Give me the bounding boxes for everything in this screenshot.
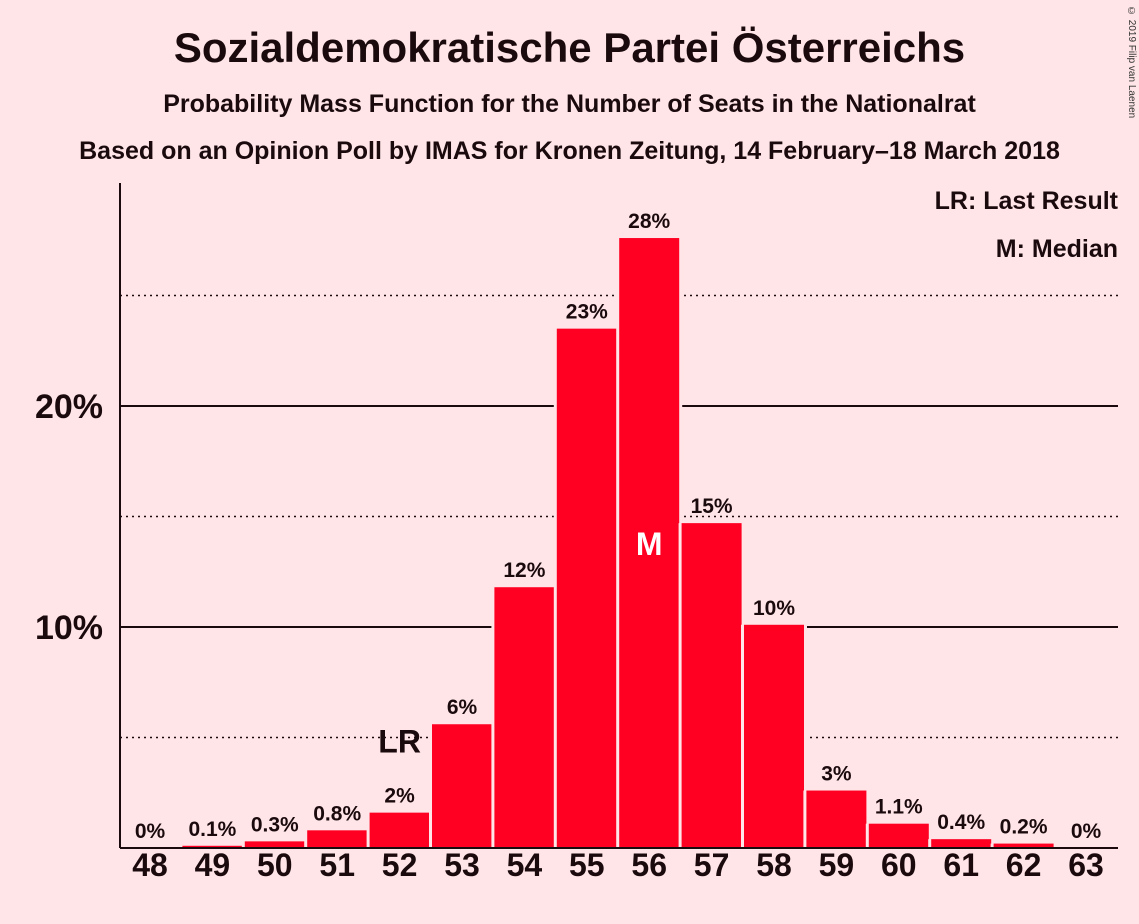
x-tick-52: 52 <box>382 847 418 883</box>
x-tick-49: 49 <box>195 847 231 883</box>
x-tick-57: 57 <box>694 847 730 883</box>
x-tick-56: 56 <box>631 847 667 883</box>
bars <box>179 238 1057 849</box>
data-label-50: 0.3% <box>251 813 299 836</box>
x-tick-61: 61 <box>943 847 979 883</box>
data-label-51: 0.8% <box>313 802 361 825</box>
bar-62 <box>993 843 1054 848</box>
x-tick-51: 51 <box>319 847 355 883</box>
data-label-62: 0.2% <box>1000 816 1048 839</box>
data-label-55: 23% <box>566 301 608 324</box>
data-label-52: 2% <box>384 785 415 808</box>
bar-59 <box>806 790 867 848</box>
bar-54 <box>494 587 555 848</box>
bar-49 <box>182 845 243 848</box>
bar-58 <box>744 624 804 848</box>
bar-61 <box>931 839 992 848</box>
marker-lr: LR <box>378 724 421 760</box>
markers: LR M <box>378 526 662 760</box>
x-tick-53: 53 <box>444 847 480 883</box>
x-tick-48: 48 <box>132 847 168 883</box>
legend-last-result: LR: Last Result <box>935 187 1119 215</box>
x-tick-59: 59 <box>819 847 855 883</box>
legend-median: M: Median <box>996 235 1118 263</box>
x-tick-60: 60 <box>881 847 917 883</box>
y-tick-10: 10% <box>35 609 103 647</box>
chart-title: Sozialdemokratische Partei Österreichs <box>173 24 966 71</box>
data-label-61: 0.4% <box>937 811 985 834</box>
bar-56 <box>619 238 680 849</box>
y-tick-20: 20% <box>35 388 103 426</box>
data-label-49: 0.1% <box>188 818 236 841</box>
bar-60 <box>868 823 929 848</box>
bar-57 <box>681 523 742 848</box>
axes: 10% 20% <box>35 183 1118 849</box>
data-label-48: 0% <box>135 820 166 843</box>
x-tick-58: 58 <box>756 847 792 883</box>
data-label-60: 1.1% <box>875 796 923 819</box>
data-label-57: 15% <box>691 495 733 518</box>
copyright-notice: © 2019 Filip van Laenen <box>1126 6 1137 119</box>
data-label-54: 12% <box>503 559 545 582</box>
data-label-53: 6% <box>447 696 478 719</box>
bar-55 <box>556 328 617 848</box>
x-tick-55: 55 <box>569 847 605 883</box>
bar-53 <box>432 724 492 848</box>
marker-m: M <box>636 526 663 562</box>
x-tick-62: 62 <box>1006 847 1042 883</box>
bar-50 <box>244 841 305 848</box>
bar-51 <box>307 830 368 848</box>
data-label-63: 0% <box>1071 820 1102 843</box>
chart-subtitle: Probability Mass Function for the Number… <box>163 90 976 118</box>
data-label-56: 28% <box>628 210 670 233</box>
chart-source: Based on an Opinion Poll by IMAS for Kro… <box>79 137 1060 165</box>
data-labels: 0% 48 0.1% 49 0.3% 50 0.8% 51 2% 52 6% 53 12% 54 23% 55… <box>132 210 1104 883</box>
x-tick-50: 50 <box>257 847 293 883</box>
x-tick-63: 63 <box>1068 847 1104 883</box>
data-label-59: 3% <box>821 763 852 786</box>
data-label-58: 10% <box>753 597 795 620</box>
bar-52 <box>369 812 430 848</box>
x-tick-54: 54 <box>507 847 543 883</box>
